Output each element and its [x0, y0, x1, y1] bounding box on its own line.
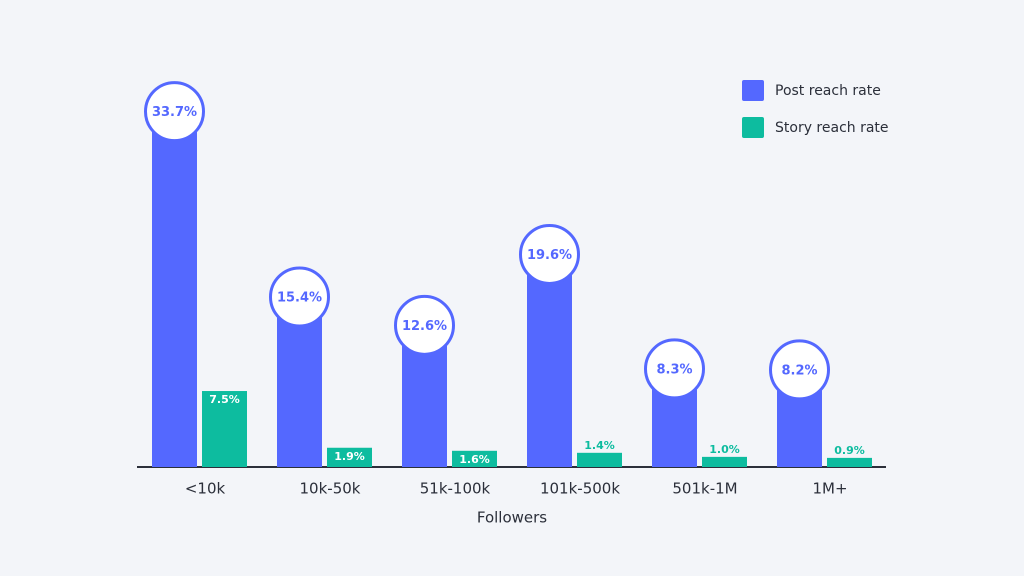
value-label: 15.4%: [277, 290, 322, 305]
bar: [152, 125, 197, 467]
bar: [827, 457, 872, 467]
bar: [452, 450, 497, 467]
legend-swatch: [742, 80, 764, 101]
bar: [202, 391, 247, 467]
value-label: 1.9%: [334, 450, 365, 463]
x-tick-label: 1M+: [812, 480, 847, 498]
x-tick-label: 501k-1M: [672, 480, 737, 498]
value-badge: [394, 294, 455, 356]
x-tick-label: <10k: [185, 480, 226, 498]
bar: [702, 456, 747, 467]
value-label: 1.0%: [709, 443, 740, 456]
value-label: 0.9%: [834, 444, 865, 457]
value-badge: [769, 339, 830, 401]
bar: [402, 339, 447, 467]
value-badge: [144, 81, 205, 143]
value-label: 33.7%: [152, 105, 197, 120]
bar: [277, 310, 322, 467]
value-badge: [269, 266, 330, 328]
value-label: 1.6%: [459, 453, 490, 466]
bar: [527, 268, 572, 467]
value-label: 8.2%: [781, 363, 817, 378]
x-tick-label: 101k-500k: [540, 480, 620, 498]
legend-label: Post reach rate: [775, 83, 881, 99]
value-badge: [644, 338, 705, 400]
legend-label: Story reach rate: [775, 120, 889, 136]
value-label: 1.4%: [584, 439, 615, 452]
value-label: 7.5%: [209, 393, 240, 406]
x-tick-label: 51k-100k: [420, 480, 491, 498]
legend-swatch: [742, 117, 764, 138]
bar: [327, 447, 372, 467]
value-label: 12.6%: [402, 319, 447, 334]
x-axis-label: Followers: [477, 509, 547, 527]
x-tick-label: 10k-50k: [300, 480, 361, 498]
value-label: 8.3%: [656, 362, 692, 377]
bar: [577, 452, 622, 467]
value-label: 19.6%: [527, 248, 572, 263]
value-badge: [519, 223, 580, 285]
